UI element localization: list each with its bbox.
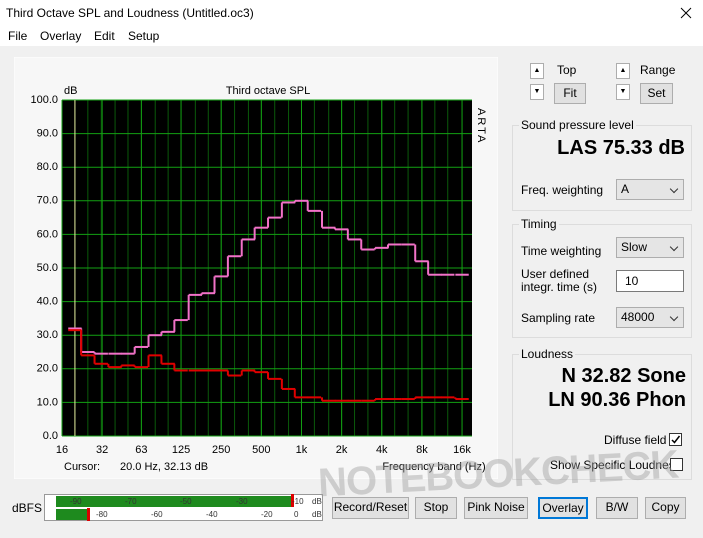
cursor-readout: 20.0 Hz, 32.13 dB [120, 461, 208, 473]
diffuse-field-checkbox[interactable] [669, 433, 682, 446]
menu-item[interactable]: File [8, 29, 28, 43]
meter-peak-r [87, 508, 90, 521]
loudness-group: Loudness [512, 347, 692, 480]
y-tick-label: 60.0 [37, 228, 58, 240]
close-button[interactable] [680, 7, 692, 19]
freq-weighting-label: Freq. weighting [521, 183, 604, 197]
meter-scale-label: -10 [292, 497, 304, 506]
title-bar [0, 0, 703, 26]
y-tick-label: 20.0 [37, 363, 58, 375]
meter-scale-label: -50 [180, 497, 192, 506]
x-axis-label: Frequency band (Hz) [382, 461, 485, 473]
chart-panel: Third octave SPL dB Frequency band (Hz) … [14, 57, 498, 479]
integr-input[interactable]: 10 [616, 270, 684, 292]
fit-button[interactable]: Fit [554, 83, 586, 104]
top-label: Top [557, 63, 577, 77]
show-specific-checkbox[interactable] [670, 458, 683, 471]
meter-scale-label: dB [312, 497, 322, 506]
set-button[interactable]: Set [640, 83, 673, 104]
x-tick-label: 2k [336, 444, 348, 456]
check-mark [671, 435, 681, 444]
freq-weighting-select[interactable]: A [616, 179, 684, 200]
meter-scale-label: -90 [70, 497, 82, 506]
meter-level-r [56, 509, 87, 520]
integr-label: integr. time (s) [521, 280, 598, 294]
y-tick-label: 80.0 [37, 161, 58, 173]
menu-item[interactable]: Overlay [40, 29, 82, 43]
x-tick-label: 32 [96, 444, 108, 456]
x-tick-label: 8k [416, 444, 428, 456]
meter-peak-l [291, 494, 294, 507]
show-specific-label: Show Specific Loudness [550, 458, 681, 472]
top-up[interactable]: ▲ [530, 63, 544, 79]
x-tick-label: 16 [56, 444, 68, 456]
side-label: ARTA [475, 108, 487, 144]
x-tick-label: 16k [453, 444, 471, 456]
y-tick-label: 0.0 [43, 430, 58, 442]
group-title: Loudness [519, 347, 576, 361]
spl-group: Sound pressure level [512, 118, 692, 211]
x-tick-label: 125 [172, 444, 190, 456]
meter-scale-label: -60 [151, 510, 163, 519]
meter-scale-label: dB [312, 510, 322, 519]
range-label: Range [640, 63, 676, 77]
y-axis-label: dB [64, 85, 77, 97]
timing-group: Timing [512, 217, 692, 338]
button[interactable]: Copy [645, 497, 686, 519]
meter-channel: L [46, 495, 52, 505]
sampling-rate-select[interactable]: 48000 [616, 307, 684, 328]
meter-scale-label: -80 [96, 510, 108, 519]
meter-scale-label: -70 [125, 497, 137, 506]
x-tick-label: 250 [212, 444, 230, 456]
time-weighting-select[interactable]: Slow [616, 237, 684, 258]
button[interactable]: Record/Reset [332, 497, 409, 519]
loudness-n: N 32.82 Sone [561, 365, 686, 387]
window-title: Third Octave SPL and Loudness (Untitled.… [6, 6, 254, 20]
y-tick-label: 100.0 [30, 94, 58, 106]
cursor-label: Cursor: [64, 461, 100, 473]
sampling-rate-label: Sampling rate [521, 311, 596, 325]
y-tick-label: 70.0 [37, 195, 58, 207]
x-tick-label: 500 [252, 444, 270, 456]
x-tick-label: 1k [296, 444, 308, 456]
y-tick-label: 30.0 [37, 329, 58, 341]
integr-label: User defined [521, 267, 590, 281]
button[interactable]: B/W [596, 497, 638, 519]
y-tick-label: 50.0 [37, 262, 58, 274]
time-weighting-label: Time weighting [521, 244, 602, 258]
diffuse-field-label: Diffuse field [604, 433, 667, 447]
group-title: Sound pressure level [519, 118, 636, 132]
meter-scale-label: -20 [261, 510, 273, 519]
chart-title: Third octave SPL [226, 85, 310, 97]
menu-bar [0, 26, 703, 46]
button[interactable]: Stop [415, 497, 457, 519]
meter-scale-label: -30 [236, 497, 248, 506]
spl-reading: LAS 75.33 dB [557, 137, 685, 159]
button[interactable]: Overlay [538, 497, 588, 519]
y-tick-label: 40.0 [37, 296, 58, 308]
meter-level-l [56, 496, 292, 507]
meter-scale-label: -40 [206, 510, 218, 519]
menu-item[interactable]: Setup [128, 29, 160, 43]
group-title: Timing [519, 217, 559, 231]
range-up[interactable]: ▲ [616, 63, 630, 79]
meter-label: dBFS [12, 501, 43, 515]
loudness-ln: LN 90.36 Phon [548, 389, 686, 411]
button[interactable]: Pink Noise [464, 497, 528, 519]
meter-scale-label: 0 [294, 510, 299, 519]
y-tick-label: 10.0 [37, 396, 58, 408]
top-down[interactable]: ▼ [530, 84, 544, 100]
range-down[interactable]: ▼ [616, 84, 630, 100]
meter-channel: R [46, 508, 53, 518]
menu-item[interactable]: Edit [94, 29, 115, 43]
y-tick-label: 90.0 [37, 128, 58, 140]
x-tick-label: 63 [135, 444, 147, 456]
x-tick-label: 4k [376, 444, 388, 456]
